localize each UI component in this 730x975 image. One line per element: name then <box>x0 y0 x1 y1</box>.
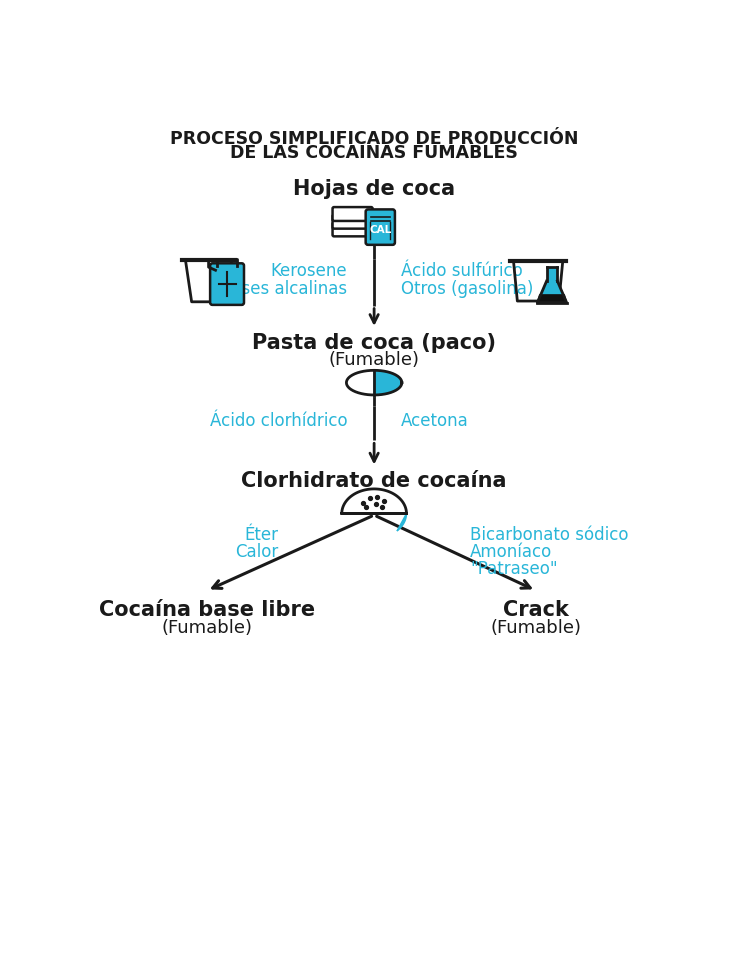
Text: Ácido clorhídrico: Ácido clorhídrico <box>210 412 347 430</box>
Text: (Fumable): (Fumable) <box>161 619 253 638</box>
Polygon shape <box>185 260 231 302</box>
Text: Éter: Éter <box>244 526 278 544</box>
Polygon shape <box>537 281 566 302</box>
Polygon shape <box>513 261 563 301</box>
Text: Bases alcalinas: Bases alcalinas <box>220 280 347 297</box>
Text: Bicarbonato sódico: Bicarbonato sódico <box>470 526 629 544</box>
Text: Clorhidrato de cocaína: Clorhidrato de cocaína <box>242 471 507 491</box>
Polygon shape <box>342 488 407 514</box>
Text: CAL: CAL <box>369 225 391 235</box>
Text: Calor: Calor <box>234 543 278 561</box>
Text: "Patraseo": "Patraseo" <box>470 560 558 578</box>
Text: Ácido sulfúrico: Ácido sulfúrico <box>401 262 523 280</box>
Text: Hojas de coca: Hojas de coca <box>293 178 456 199</box>
Text: Otros (gasolina): Otros (gasolina) <box>401 280 534 297</box>
Text: Kerosene: Kerosene <box>271 262 347 280</box>
FancyBboxPatch shape <box>366 210 395 245</box>
Text: Pasta de coca (paco): Pasta de coca (paco) <box>252 332 496 353</box>
FancyBboxPatch shape <box>333 214 372 229</box>
Text: PROCESO SIMPLIFICADO DE PRODUCCIÓN: PROCESO SIMPLIFICADO DE PRODUCCIÓN <box>170 130 578 147</box>
Text: DE LAS COCAÍNAS FUMABLES: DE LAS COCAÍNAS FUMABLES <box>230 144 518 162</box>
FancyBboxPatch shape <box>210 263 244 305</box>
Polygon shape <box>347 370 374 395</box>
Polygon shape <box>374 370 402 395</box>
Text: Acetona: Acetona <box>401 412 469 430</box>
Text: (Fumable): (Fumable) <box>491 619 581 638</box>
Polygon shape <box>397 514 407 531</box>
Text: Crack: Crack <box>503 600 569 620</box>
Text: Cocaína base libre: Cocaína base libre <box>99 600 315 620</box>
FancyBboxPatch shape <box>333 207 372 221</box>
Text: Amoníaco: Amoníaco <box>470 543 553 561</box>
Polygon shape <box>537 294 566 302</box>
FancyBboxPatch shape <box>333 222 372 236</box>
Text: (Fumable): (Fumable) <box>328 351 420 369</box>
FancyBboxPatch shape <box>547 267 558 281</box>
